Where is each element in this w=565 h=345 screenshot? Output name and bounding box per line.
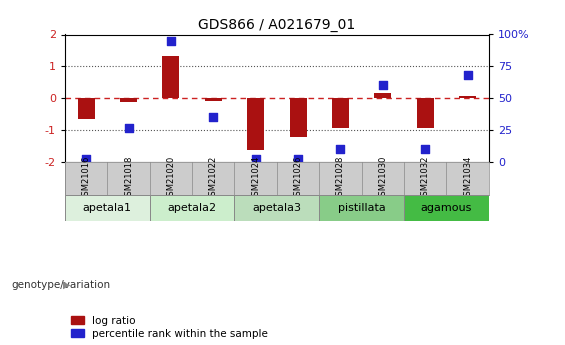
Bar	[417, 98, 434, 128]
Text: GSM21020: GSM21020	[167, 156, 175, 201]
Text: GSM21018: GSM21018	[124, 156, 133, 201]
Text: genotype/variation: genotype/variation	[11, 280, 110, 289]
Bar	[459, 96, 476, 98]
Point	[379, 82, 388, 88]
Bar	[163, 56, 180, 98]
Bar	[205, 98, 221, 100]
Text: ▶: ▶	[63, 280, 71, 289]
Text: GSM21030: GSM21030	[379, 156, 387, 201]
Legend: log ratio, percentile rank within the sample: log ratio, percentile rank within the sa…	[70, 315, 269, 340]
Text: apetala2: apetala2	[168, 203, 216, 213]
Bar	[332, 98, 349, 128]
Text: GSM21024: GSM21024	[251, 156, 260, 201]
Point	[124, 126, 133, 131]
Point	[209, 114, 218, 120]
Bar	[120, 98, 137, 102]
Point	[167, 38, 176, 43]
Title: GDS866 / A021679_01: GDS866 / A021679_01	[198, 18, 355, 32]
Bar	[65, 195, 150, 221]
Text: GSM21028: GSM21028	[336, 156, 345, 201]
Text: apetala3: apetala3	[253, 203, 301, 213]
Point	[336, 146, 345, 151]
Text: agamous: agamous	[421, 203, 472, 213]
Bar	[78, 98, 95, 119]
Point	[251, 156, 260, 162]
Point	[82, 156, 91, 162]
Bar	[404, 195, 489, 221]
Bar	[319, 195, 404, 221]
Point	[420, 146, 430, 151]
Text: GSM21026: GSM21026	[294, 156, 302, 201]
Text: GSM21016: GSM21016	[82, 156, 90, 201]
Point	[463, 72, 472, 78]
Bar	[150, 195, 234, 221]
Text: GSM21022: GSM21022	[209, 156, 218, 201]
Text: GSM21032: GSM21032	[421, 156, 429, 201]
Bar	[234, 195, 319, 221]
Text: apetala1: apetala1	[83, 203, 132, 213]
Bar	[247, 98, 264, 150]
Point	[294, 156, 303, 162]
Bar	[289, 98, 306, 137]
Text: GSM21034: GSM21034	[463, 156, 472, 201]
Bar	[374, 93, 391, 98]
Text: pistillata: pistillata	[338, 203, 385, 213]
